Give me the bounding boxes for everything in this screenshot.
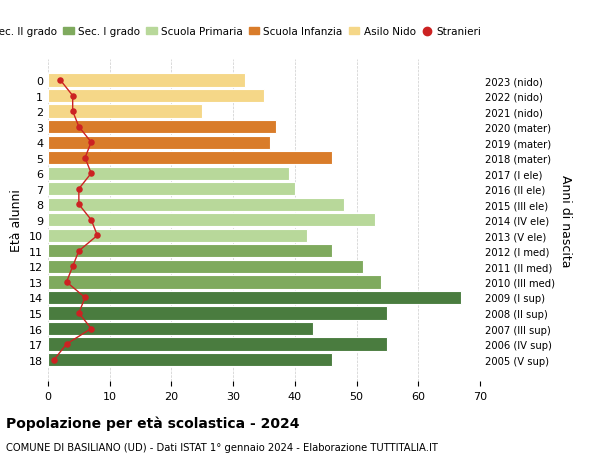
Bar [48,121,277,134]
Bar [48,214,375,227]
Bar [48,90,264,103]
Bar [48,74,245,88]
Point [74,185,83,193]
Legend: Sec. II grado, Sec. I grado, Scuola Primaria, Scuola Infanzia, Asilo Nido, Stran: Sec. II grado, Sec. I grado, Scuola Prim… [0,23,485,41]
Point [49,356,59,364]
Bar [48,276,381,289]
Y-axis label: Età alunni: Età alunni [10,189,23,252]
Y-axis label: Anni di nascita: Anni di nascita [559,174,572,267]
Bar [48,198,344,212]
Bar [48,338,388,351]
Point [80,294,90,302]
Text: COMUNE DI BASILIANO (UD) - Dati ISTAT 1° gennaio 2024 - Elaborazione TUTTITALIA.: COMUNE DI BASILIANO (UD) - Dati ISTAT 1°… [6,442,438,452]
Bar [48,307,388,320]
Bar [48,229,307,242]
Point [62,341,71,348]
Point [86,325,96,332]
Point [80,155,90,162]
Point [86,139,96,146]
Point [74,201,83,208]
Bar [48,260,363,274]
Point [86,217,96,224]
Point [56,77,65,84]
Bar [48,183,295,196]
Point [68,108,77,116]
Bar [48,136,270,150]
Bar [48,152,332,165]
Bar [48,322,313,336]
Point [74,123,83,131]
Point [68,93,77,100]
Point [74,310,83,317]
Bar [48,353,332,366]
Text: Popolazione per età scolastica - 2024: Popolazione per età scolastica - 2024 [6,415,299,430]
Bar [48,291,461,304]
Point [62,279,71,286]
Bar [48,167,289,180]
Point [92,232,102,240]
Point [74,248,83,255]
Point [68,263,77,270]
Point [86,170,96,178]
Bar [48,245,332,258]
Bar [48,105,202,118]
